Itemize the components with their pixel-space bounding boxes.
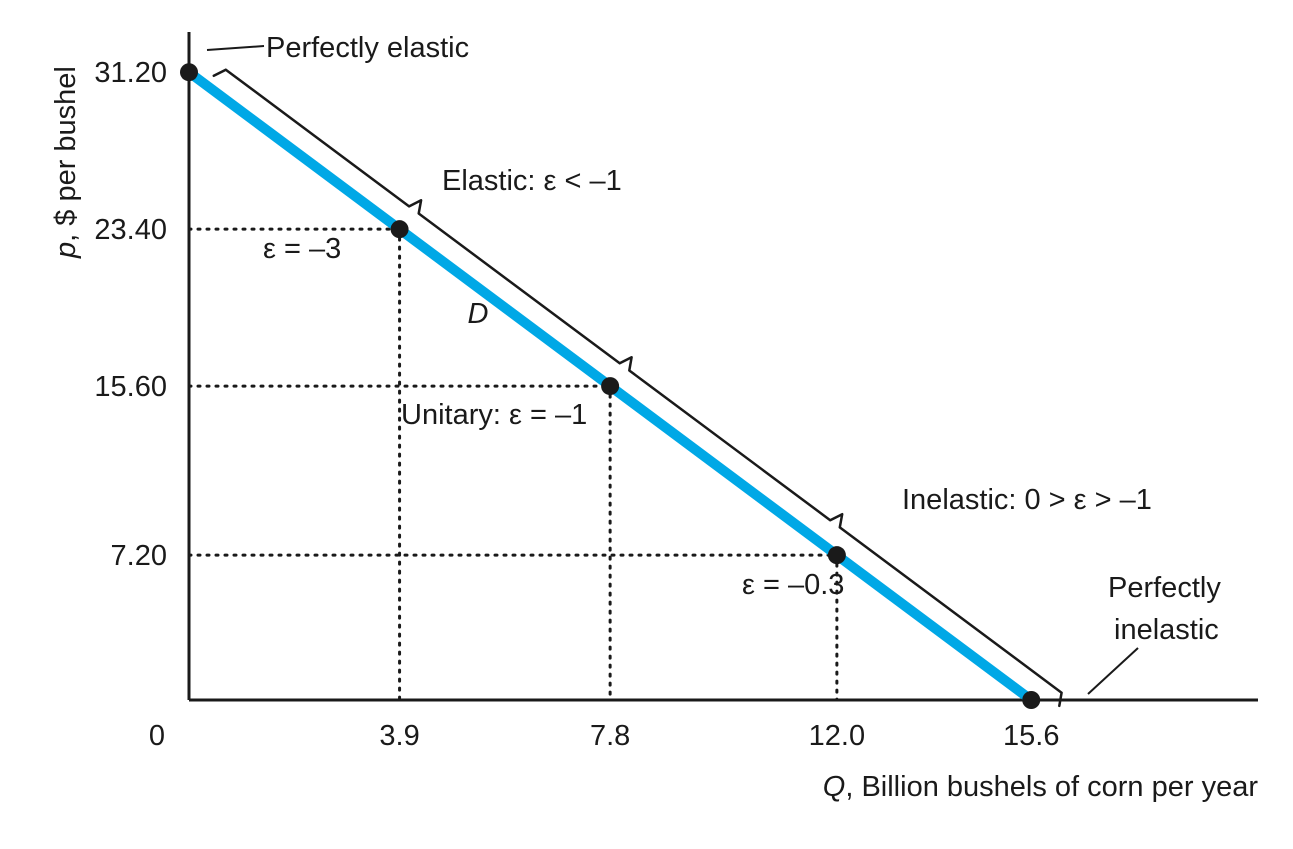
y-tick-label-4: 31.20 xyxy=(94,57,167,89)
x-tick-label-1: 3.9 xyxy=(379,720,419,752)
y-axis-label: p, $ per bushel xyxy=(50,66,82,259)
y-tick-label-3: 23.40 xyxy=(94,214,167,246)
elasticity-minus-3-label: ε = –3 xyxy=(263,233,341,265)
x-tick-label-4: 15.6 xyxy=(1003,720,1059,752)
y-tick-labels: 7.20 15.60 23.40 31.20 xyxy=(94,57,167,572)
perfectly-inelastic-label-line-1: Perfectly xyxy=(1108,572,1221,604)
x-tick-label-3: 12.0 xyxy=(809,720,865,752)
data-point-4 xyxy=(827,546,846,565)
y-axis-description: , $ per bushel xyxy=(50,66,82,242)
x-axis-description: , Billion bushels of corn per year xyxy=(845,771,1258,803)
data-point-1 xyxy=(180,63,198,82)
y-tick-label-1: 7.20 xyxy=(111,540,167,572)
x-tick-labels: 3.9 7.8 12.0 15.6 xyxy=(379,720,1059,752)
x-axis-variable: Q xyxy=(823,771,846,803)
data-point-5 xyxy=(1022,691,1041,709)
elasticity-minus-0.3-label: ε = –0.3 xyxy=(742,569,844,601)
demand-curve-label: D xyxy=(468,298,489,330)
perfectly-elastic-leader xyxy=(206,45,265,51)
data-point-2 xyxy=(390,220,409,239)
y-axis-variable: p xyxy=(50,242,82,259)
y-tick-label-2: 15.60 xyxy=(94,371,167,403)
dotted-guide-lines xyxy=(187,227,839,702)
x-tick-label-2: 7.8 xyxy=(590,720,630,752)
perfectly-inelastic-label-line-2: inelastic xyxy=(1114,614,1219,646)
perfectly-elastic-label: Perfectly elastic xyxy=(266,32,469,64)
origin-label: 0 xyxy=(149,720,165,752)
data-point-3 xyxy=(601,377,620,396)
elasticity-bracket xyxy=(212,68,1063,708)
x-axis-label: Q, Billion bushels of corn per year xyxy=(823,771,1259,803)
marked-points xyxy=(180,63,1041,709)
elastic-region-label: Elastic: ε < –1 xyxy=(442,165,622,197)
perfectly-inelastic-leader xyxy=(1087,647,1139,695)
inelastic-region-label: Inelastic: 0 > ε > –1 xyxy=(902,484,1152,516)
unitary-label: Unitary: ε = –1 xyxy=(401,399,587,431)
